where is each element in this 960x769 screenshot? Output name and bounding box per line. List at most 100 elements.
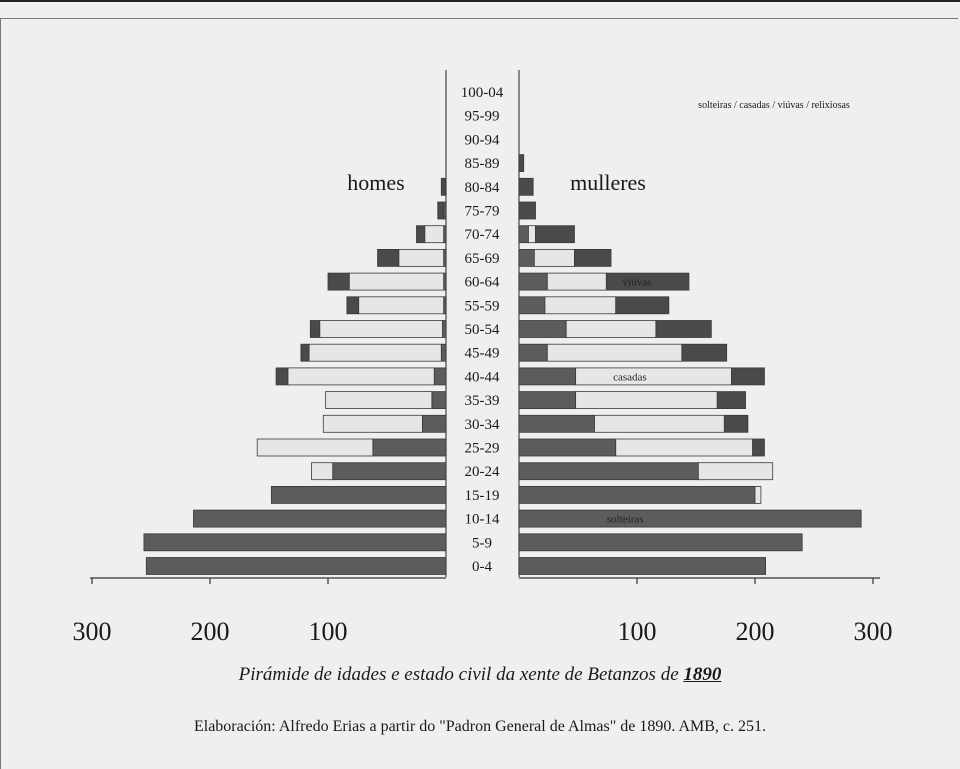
bar-women-30-34-viúvas	[723, 414, 749, 433]
age-label-15-19: 15-19	[465, 488, 500, 504]
age-label-55-59: 55-59	[465, 298, 500, 314]
bar-men-35-39-solteiros	[431, 391, 447, 410]
bar-men-20-24-solteiros	[332, 462, 447, 481]
bar-women-40-44-viúvas	[731, 367, 765, 386]
bar-men-5-9-solteiros	[143, 533, 447, 552]
bar-men-40-44-casados	[287, 367, 435, 386]
bar-men-70-74-casados	[424, 225, 445, 244]
age-label-5-9: 5-9	[472, 535, 492, 551]
inline-label-10-14: solteiras	[607, 514, 644, 526]
bar-women-45-49-casadas	[546, 343, 683, 362]
x-tick-label-left-200: 200	[191, 617, 230, 646]
bar-women-60-64-casadas	[546, 272, 607, 291]
bar-women-25-29-viúvas	[752, 438, 765, 457]
bar-women-25-29-casadas	[615, 438, 754, 457]
bar-women-40-44-casadas	[575, 367, 732, 386]
age-label-10-14: 10-14	[465, 512, 500, 528]
bar-men-20-24-casados	[311, 462, 334, 481]
bar-men-35-39-casados	[325, 391, 433, 410]
age-label-35-39: 35-39	[465, 393, 500, 409]
bar-men-15-19-solteiros	[270, 485, 447, 504]
bar-women-65-69-solteiras	[518, 248, 535, 267]
bar-women-55-59-casadas	[544, 296, 617, 315]
bar-women-15-19-solteiras	[518, 485, 756, 504]
x-tick-label-left-100: 100	[309, 617, 348, 646]
age-label-0-4: 0-4	[472, 559, 492, 575]
x-tick-label-right-300: 300	[854, 617, 893, 646]
age-label-90-94: 90-94	[465, 132, 500, 148]
bar-men-50-54-solteiros	[442, 320, 447, 338]
figure-frame	[0, 18, 958, 769]
bar-men-45-49-viúvos	[300, 343, 310, 362]
age-label-80-84: 80-84	[465, 180, 500, 196]
bar-men-65-69-viúvos	[377, 248, 400, 267]
bar-women-50-54-solteiras	[518, 320, 567, 338]
bar-women-35-39-casadas	[575, 391, 718, 410]
bar-men-80-84-viúvos	[440, 177, 446, 196]
bar-men-60-64-viúvos	[327, 272, 350, 291]
bar-women-80-84-viúvas	[518, 177, 534, 196]
bar-women-55-59-solteiras	[518, 296, 546, 315]
legend-marital-status: solteiras / casadas / viúvas / relixiosa…	[698, 100, 850, 111]
age-label-65-69: 65-69	[465, 251, 500, 267]
age-label-60-64: 60-64	[465, 275, 500, 291]
bar-women-75-79-viúvas	[518, 201, 536, 220]
source-note: Elaboración: Alfredo Erias a partir do "…	[193, 718, 767, 735]
population-pyramid-chart: 0-4 5-9 10-14 15-19 20-24 25-29 30-34 35-39 40-4…	[73, 70, 893, 646]
chart-title-text: Pirámide de idades e estado civil da xen…	[238, 664, 679, 685]
inline-label-60-64: viúvas	[623, 277, 652, 289]
bar-women-60-64-viúvas	[605, 272, 690, 291]
bar-women-25-29-solteiras	[518, 438, 617, 457]
bar-women-10-14-solteiras	[518, 509, 862, 528]
age-label-85-89: 85-89	[465, 156, 500, 172]
age-label-75-79: 75-79	[465, 204, 500, 220]
age-label-25-29: 25-29	[465, 441, 500, 457]
chart-title-year: 1890	[683, 664, 722, 685]
bar-men-50-54-viúvos	[309, 320, 321, 338]
bar-women-0-4-solteiras	[518, 557, 767, 575]
bar-women-50-54-viúvas	[655, 320, 712, 338]
bar-men-25-29-casados	[256, 438, 374, 457]
bar-women-70-74-viúvas	[535, 225, 575, 244]
inline-label-40-44: casadas	[613, 371, 647, 383]
bar-men-55-59-viúvos	[346, 296, 360, 315]
bar-women-30-34-solteiras	[518, 414, 595, 433]
x-tick-label-right-200: 200	[736, 617, 775, 646]
age-label-50-54: 50-54	[465, 322, 500, 338]
bar-men-25-29-solteiros	[372, 438, 447, 457]
bar-men-65-69-casados	[398, 248, 445, 267]
bar-women-40-44-solteiras	[518, 367, 577, 386]
bar-women-35-39-viúvas	[716, 391, 746, 410]
age-label-45-49: 45-49	[465, 346, 500, 362]
bar-women-85-89-viúvas	[518, 154, 525, 173]
bar-men-70-74-viúvos	[416, 225, 426, 244]
bar-women-65-69-viúvas	[574, 248, 612, 267]
bar-men-10-14-solteiros	[193, 509, 447, 528]
age-label-95-99: 95-99	[465, 109, 500, 125]
bar-women-50-54-casadas	[565, 320, 657, 338]
bar-men-40-44-viúvos	[275, 367, 289, 386]
label-homes: homes	[347, 170, 404, 195]
label-mulleres: mulleres	[570, 170, 646, 195]
age-label-30-34: 30-34	[465, 417, 500, 433]
bar-men-50-54-casados	[319, 320, 443, 338]
age-label-40-44: 40-44	[465, 369, 500, 385]
bar-women-20-24-solteiras	[518, 462, 699, 481]
bar-men-75-79-viúvos	[437, 201, 445, 220]
bar-women-45-49-viúvas	[681, 343, 728, 362]
bar-women-20-24-casadas	[697, 462, 774, 481]
bar-men-30-34-solteiros	[421, 414, 447, 433]
bar-men-40-44-solteiros	[433, 367, 447, 386]
bar-women-30-34-casadas	[594, 414, 725, 433]
bar-women-15-19-casadas	[754, 485, 762, 504]
bar-women-55-59-viúvas	[615, 296, 670, 315]
bar-women-70-74-casadas	[528, 225, 536, 244]
age-label-100-04: 100-04	[461, 85, 504, 101]
bar-women-70-74-solteiras	[518, 225, 529, 244]
age-label-20-24: 20-24	[465, 464, 500, 480]
bar-men-60-64-casados	[348, 272, 445, 291]
bar-men-30-34-casados	[322, 414, 423, 433]
bar-men-45-49-solteiros	[440, 343, 447, 362]
chart-title: Pirámide de idades e estado civil da xen…	[0, 664, 960, 686]
